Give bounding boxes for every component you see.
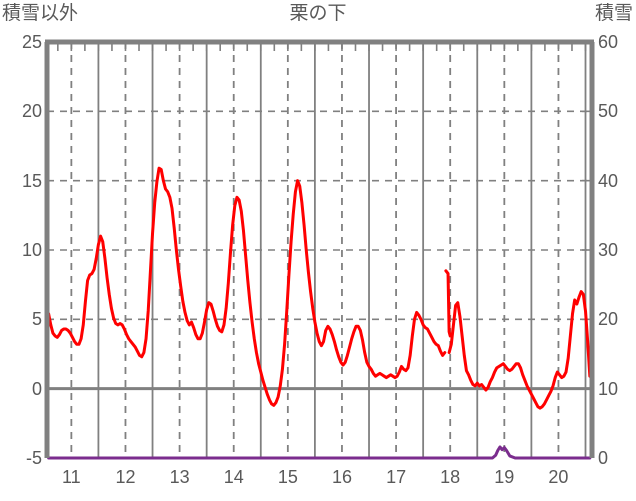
- chart-title: 栗の下: [289, 3, 347, 24]
- x-axis-tick: 12: [115, 467, 136, 487]
- x-axis-tick: 17: [386, 467, 407, 487]
- y-axis-left-tick: -5: [25, 448, 42, 468]
- y-axis-left-tick: 10: [21, 240, 42, 260]
- x-axis-tick: 16: [331, 467, 352, 487]
- y-axis-right-tick: 40: [598, 170, 619, 191]
- x-axis-tick: 11: [62, 467, 81, 487]
- y-axis-right-tick: 0: [598, 448, 609, 468]
- x-axis-tick: 14: [223, 467, 244, 487]
- y-axis-left-tick: 20: [21, 101, 42, 122]
- y-axis-left-tick: 15: [21, 170, 42, 191]
- x-axis-tick: 19: [494, 467, 515, 487]
- y-axis-left-tick: 0: [31, 378, 42, 399]
- y-axis-right-tick: 30: [598, 240, 619, 260]
- x-axis-tick: 15: [277, 467, 298, 487]
- y-axis-right-tick: 20: [598, 309, 619, 330]
- y-axis-left-tick: 5: [31, 309, 42, 330]
- x-axis-tick: 18: [440, 467, 461, 487]
- left-axis-title: 積雪以外: [2, 3, 79, 24]
- x-axis-tick: 13: [169, 467, 190, 487]
- y-axis-right-tick: 50: [598, 101, 619, 122]
- y-axis-right-tick: 10: [598, 378, 619, 399]
- right-axis-title: 積雪: [594, 3, 633, 24]
- y-axis-right-tick: 60: [598, 32, 619, 52]
- x-axis-tick: 20: [548, 467, 569, 487]
- y-axis-left-tick: 25: [21, 32, 42, 52]
